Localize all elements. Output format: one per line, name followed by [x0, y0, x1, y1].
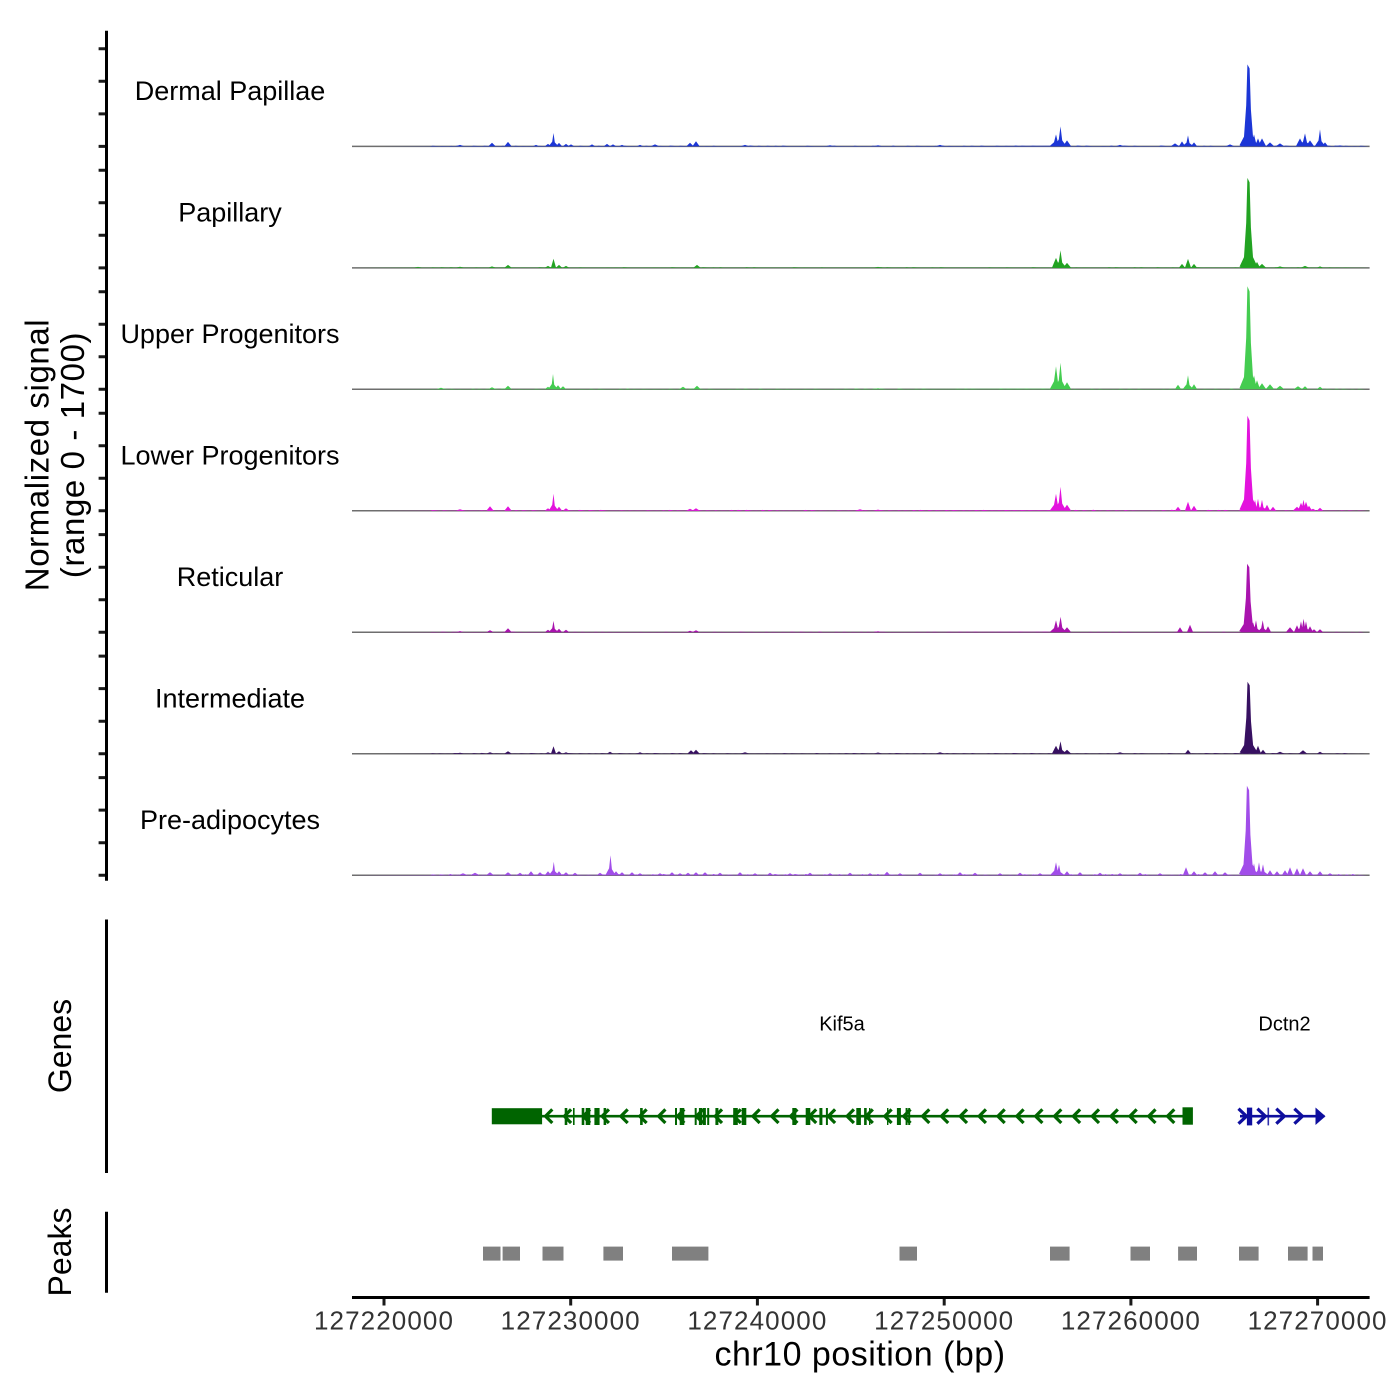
svg-text:127220000: 127220000 [314, 1305, 454, 1335]
svg-text:127260000: 127260000 [1061, 1305, 1201, 1335]
svg-text:Lower Progenitors: Lower Progenitors [120, 441, 339, 471]
svg-text:Dermal Papillae: Dermal Papillae [135, 76, 326, 106]
svg-text:127230000: 127230000 [501, 1305, 641, 1335]
svg-text:Reticular: Reticular [177, 562, 284, 592]
svg-text:Normalized signal: Normalized signal [19, 319, 56, 591]
svg-text:Pre-adipocytes: Pre-adipocytes [140, 805, 320, 835]
svg-text:Peaks: Peaks [42, 1208, 78, 1297]
svg-text:127250000: 127250000 [874, 1305, 1014, 1335]
svg-text:Genes: Genes [42, 999, 78, 1093]
svg-text:chr10 position (bp): chr10 position (bp) [714, 1335, 1005, 1373]
svg-text:Kif5a: Kif5a [819, 1014, 865, 1036]
svg-text:127240000: 127240000 [687, 1305, 827, 1335]
svg-text:Papillary: Papillary [178, 198, 282, 228]
svg-text:Intermediate: Intermediate [155, 684, 305, 714]
svg-text:Dctn2: Dctn2 [1258, 1014, 1310, 1036]
svg-text:Upper Progenitors: Upper Progenitors [120, 319, 339, 349]
svg-text:127270000: 127270000 [1248, 1305, 1388, 1335]
svg-text:(range 0 - 1700): (range 0 - 1700) [54, 332, 91, 578]
